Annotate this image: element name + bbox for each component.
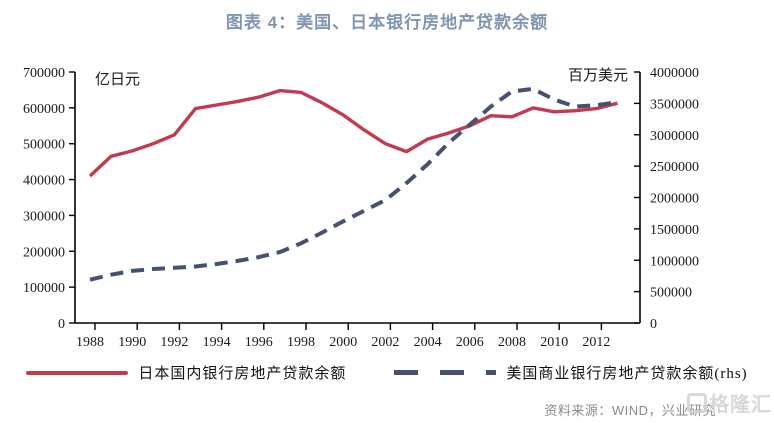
right-axis-tick-label: 1000000 — [650, 254, 699, 269]
us-loans-line — [89, 86, 618, 282]
x-axis-tick-label: 2006 — [456, 335, 484, 350]
legend-label-japan: 日本国内银行房地产贷款余额 — [138, 366, 347, 382]
x-axis-tick-label: 2008 — [498, 335, 526, 350]
right-axis-tick-label: 1500000 — [650, 223, 699, 238]
left-axis-tick-label: 200000 — [23, 245, 65, 260]
x-axis-tick-label: 1990 — [118, 335, 146, 350]
right-axis-tick-label: 2500000 — [650, 160, 699, 175]
x-axis-tick-label: 2004 — [414, 335, 442, 350]
left-axis-tick-label: 600000 — [23, 102, 65, 117]
legend-label-us: 美国商业银行房地产贷款余额(rhs) — [506, 366, 748, 382]
left-axis-unit: 亿日元 — [95, 71, 140, 88]
x-axis-tick-label: 2010 — [540, 335, 568, 350]
x-axis-tick-label: 1992 — [160, 335, 188, 350]
right-axis-tick-label: 500000 — [650, 286, 692, 301]
x-axis-tick-label: 2000 — [329, 335, 357, 350]
right-axis-tick-label: 3500000 — [650, 97, 699, 112]
watermark-text: 格隆汇 — [709, 394, 772, 416]
x-axis-tick-label: 1996 — [245, 335, 273, 350]
left-axis-tick-label: 700000 — [23, 66, 65, 81]
legend-item-japan: 日本国内银行房地产贷款余额 — [26, 362, 346, 383]
right-axis-unit: 百万美元 — [568, 67, 628, 84]
line-chart: 0 100000 200000 300000 400000 500000 600000 700… — [23, 66, 699, 350]
legend-item-us: 美国商业银行房地产贷款余额(rhs) — [394, 362, 747, 383]
right-axis-tick-label: 2000000 — [650, 192, 699, 207]
source-note: 资料来源：WIND，兴业研究 — [544, 403, 716, 418]
right-axis-tick-label: 4000000 — [650, 66, 699, 81]
x-axis-tick-label: 1998 — [287, 335, 315, 350]
x-axis-tick-label: 2012 — [582, 335, 610, 350]
left-axis-tick-label: 400000 — [23, 174, 65, 189]
left-axis-tick-label: 300000 — [23, 209, 65, 224]
us-line-swatch — [394, 370, 497, 375]
right-axis-tick-label: 0 — [650, 317, 657, 332]
right-axis-tick-label: 3000000 — [650, 129, 699, 144]
japan-line-swatch — [26, 370, 129, 375]
chart-legend: 日本国内银行房地产贷款余额 美国商业银行房地产贷款余额(rhs) — [0, 362, 774, 383]
x-axis-tick-label: 1994 — [203, 335, 231, 350]
left-axis-tick-label: 500000 — [23, 138, 65, 153]
left-axis-tick-label: 0 — [58, 317, 65, 332]
x-axis-tick-label: 1988 — [76, 335, 104, 350]
chart-title: 图表 4：美国、日本银行房地产贷款余额 — [225, 13, 549, 32]
japan-loans-line — [88, 88, 618, 178]
x-axis-tick-label: 2002 — [371, 335, 399, 350]
left-axis-tick-label: 100000 — [23, 281, 65, 296]
